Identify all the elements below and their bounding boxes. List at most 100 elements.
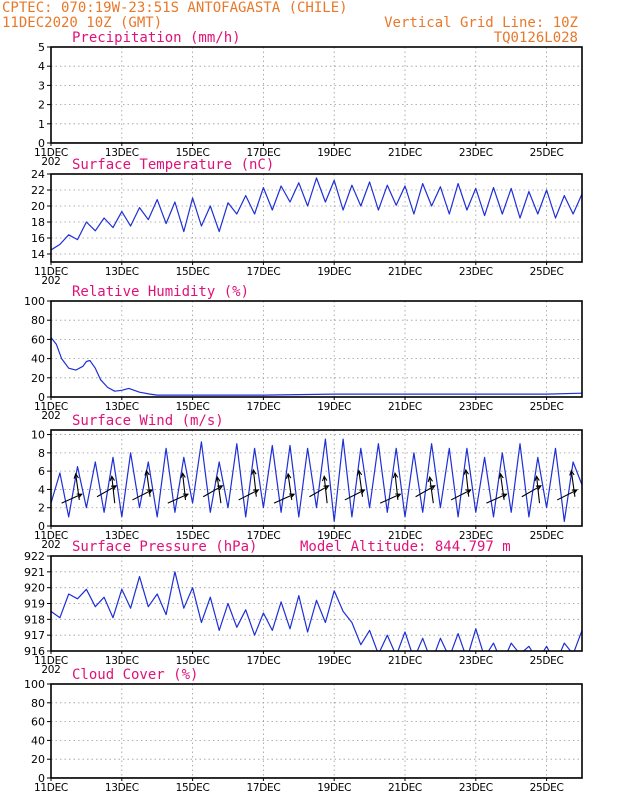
y-tick-label: 20	[31, 200, 45, 213]
x-tick-label: 13DEC	[105, 266, 139, 278]
y-tick-label: 10	[31, 429, 45, 442]
x-tick-label: 13DEC	[105, 147, 139, 159]
panels: 0 1 2 3 4 5 11DEC 13DEC 15DEC 17DEC 19DEC 21DEC 23DE…	[24, 30, 583, 794]
x-tick-label: 19DEC	[317, 530, 351, 542]
x-tick-label: 23DEC	[459, 147, 493, 159]
pressure-title: Surface Pressure (hPa)	[72, 539, 257, 555]
x-tick-label: 23DEC	[459, 655, 493, 667]
x-tick-label: 21DEC	[388, 782, 422, 794]
header-date: 11DEC2020 10Z (GMT)	[2, 15, 162, 31]
y-tick-label: 40	[31, 734, 45, 747]
x-tick-label: 13DEC	[105, 401, 139, 413]
header-grid-line: Vertical Grid Line: 10Z	[384, 15, 578, 31]
y-tick-label: 2	[38, 502, 45, 515]
wind-arrow	[534, 475, 541, 504]
y-tick-label: 0	[38, 137, 45, 150]
x-tick-label: 11DEC	[34, 655, 68, 667]
y-tick-label: 16	[31, 232, 45, 245]
x-tick-label: 25DEC	[530, 782, 564, 794]
panel-wind: 0 2 4 6 8 10 11DEC 13DEC 15DEC 17DEC 19DEC 21DEC 23D…	[31, 413, 583, 551]
precipitation-title: Precipitation (mm/h)	[72, 30, 241, 46]
wind-arrow	[427, 475, 434, 504]
y-tick-label: 100	[24, 678, 45, 691]
x-tick-label: 25DEC	[530, 266, 564, 278]
x-year-fragment: 202	[41, 156, 60, 168]
panel-humidity: 0 20 40 60 80 100 11DEC 13DEC 15DEC 17DEC 19DEC 21D…	[24, 284, 583, 422]
y-tick-label: 20	[31, 753, 45, 766]
x-tick-label: 13DEC	[105, 782, 139, 794]
wind-arrow	[569, 469, 576, 497]
y-tick-label: 0	[38, 391, 45, 404]
y-tick-label: 0	[38, 520, 45, 533]
x-year-fragment: 202	[41, 539, 60, 551]
y-tick-label: 921	[24, 566, 45, 579]
x-year-fragment: 202	[41, 410, 60, 422]
x-tick-label: 13DEC	[105, 530, 139, 542]
x-tick-label: 21DEC	[388, 530, 422, 542]
x-tick-label: 17DEC	[246, 655, 280, 667]
x-tick-label: 11DEC	[34, 401, 68, 413]
x-tick-label: 19DEC	[317, 782, 351, 794]
wind-arrow	[356, 469, 364, 497]
wind-arrow	[251, 468, 257, 497]
y-tick-label: 0	[38, 772, 45, 785]
wind-arrow	[215, 475, 222, 504]
y-tick-label: 917	[24, 629, 45, 642]
y-tick-label: 3	[38, 79, 45, 92]
humidity-series-line	[51, 337, 582, 396]
pressure-plot-frame	[50, 555, 583, 652]
wind-arrow	[392, 471, 399, 501]
temperature-series-line	[51, 177, 582, 251]
x-tick-label: 19DEC	[317, 147, 351, 159]
wind-arrow	[463, 468, 470, 497]
y-tick-label: 100	[24, 295, 45, 308]
x-tick-label: 15DEC	[176, 655, 210, 667]
y-tick-label: 24	[31, 168, 45, 181]
y-tick-label: 20	[31, 372, 45, 385]
y-tick-label: 80	[31, 697, 45, 710]
panel-cloud-cover: 0 20 40 60 80 100 11DEC 13DEC 15DEC 17DEC 19DEC 21D…	[24, 667, 583, 794]
x-tick-label: 23DEC	[459, 266, 493, 278]
y-tick-label: 920	[24, 582, 45, 595]
x-tick-label: 15DEC	[176, 266, 210, 278]
x-tick-label: 23DEC	[459, 401, 493, 413]
y-tick-label: 4	[38, 483, 45, 496]
x-tick-label: 21DEC	[388, 147, 422, 159]
y-tick-label: 1	[38, 118, 45, 131]
panel-precipitation: 0 1 2 3 4 5 11DEC 13DEC 15DEC 17DEC 19DEC 21DEC 23DE…	[34, 30, 583, 168]
y-tick-label: 4	[38, 60, 45, 73]
x-tick-label: 11DEC	[34, 266, 68, 278]
x-tick-label: 19DEC	[317, 401, 351, 413]
wind-title: Surface Wind (m/s)	[72, 413, 224, 429]
x-tick-label: 11DEC	[34, 530, 68, 542]
x-tick-label: 23DEC	[459, 782, 493, 794]
x-tick-label: 15DEC	[176, 401, 210, 413]
wind-arrow	[321, 475, 328, 504]
x-tick-label: 17DEC	[246, 782, 280, 794]
temperature-plot-frame	[50, 173, 583, 263]
y-tick-label: 2	[38, 99, 45, 112]
x-tick-label: 15DEC	[176, 530, 210, 542]
x-tick-label: 21DEC	[388, 266, 422, 278]
y-tick-label: 14	[31, 248, 45, 261]
x-tick-label: 15DEC	[176, 782, 210, 794]
x-tick-label: 21DEC	[388, 401, 422, 413]
x-tick-label: 19DEC	[317, 266, 351, 278]
panel-temperature: 14 16 18 20 22 24 11DEC 13DEC 15DEC 17DEC 19DEC 21D…	[31, 157, 583, 287]
header-model-code: TQ0126L028	[494, 30, 578, 46]
y-tick-label: 22	[31, 184, 45, 197]
x-tick-label: 23DEC	[459, 530, 493, 542]
humidity-plot-frame	[50, 300, 583, 398]
x-tick-label: 25DEC	[530, 530, 564, 542]
x-tick-label: 25DEC	[530, 655, 564, 667]
y-tick-label: 919	[24, 598, 45, 611]
cloud-cover-title: Cloud Cover (%)	[72, 667, 198, 683]
x-year-fragment: 202	[41, 664, 60, 676]
x-year-fragment: 202	[41, 275, 60, 287]
y-tick-label: 916	[24, 645, 45, 658]
wind-arrow	[144, 469, 151, 497]
wind-plot-frame	[50, 429, 583, 527]
x-tick-label: 15DEC	[176, 147, 210, 159]
x-tick-label: 17DEC	[246, 530, 280, 542]
x-tick-label: 25DEC	[530, 401, 564, 413]
